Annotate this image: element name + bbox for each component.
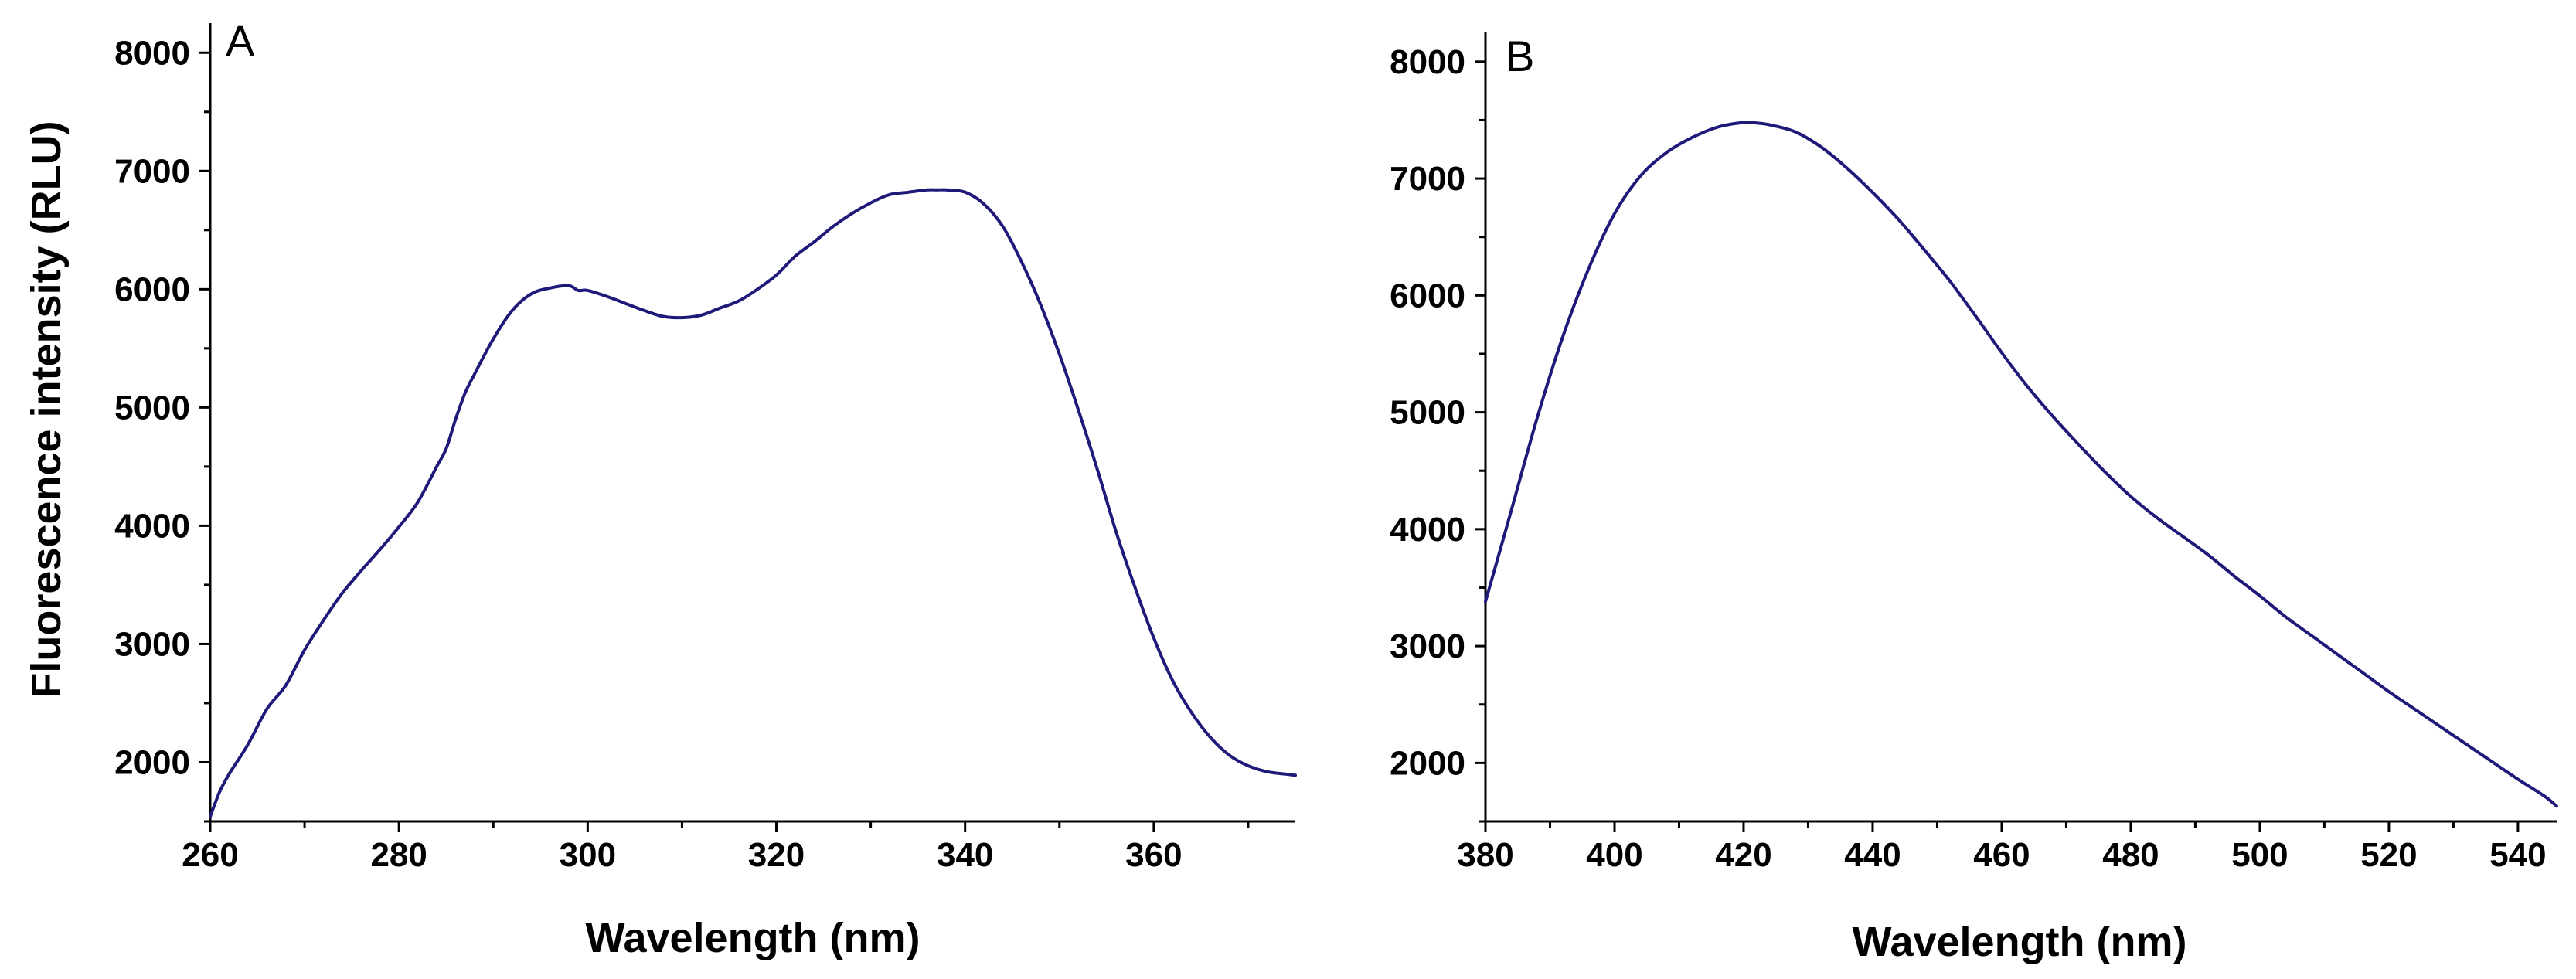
panel-a-x-tick-label: 360 [1125,836,1182,874]
panel-a-y-tick-label: 7000 [114,152,190,190]
panel-a-x-tick-label: 300 [560,836,616,874]
panel-a-y-tick-label: 6000 [114,270,190,308]
panel-a-series-line [209,188,1297,818]
panel-a-x-axis-title: Wavelength (nm) [585,915,920,961]
panel-b-y-tick-label: 8000 [1390,43,1465,81]
panel-a-x-tick-label: 320 [748,836,805,874]
panel-a-y-tick-label: 8000 [114,34,190,72]
panel-a-ticks: 260 280 300 320 340 360 2000 3000 4000 5000 6000 70… [114,34,1250,874]
panel-a-x-tick-label: 340 [937,836,993,874]
panel-a-x-tick-label: 280 [370,836,427,874]
panel-a-y-tick-label: 2000 [114,743,190,781]
panel-a-y-tick-label: 3000 [114,625,190,663]
panel-a-y-tick-label: 5000 [114,389,190,427]
panel-b-y-tick-label: 5000 [1390,394,1465,432]
panel-b-x-tick-label: 540 [2489,836,2546,874]
panel-b-x-tick-label: 400 [1586,836,1642,874]
panel-b-y-tick-label: 2000 [1390,744,1465,782]
panel-b-x-tick-label: 500 [2231,836,2288,874]
panel-b-x-tick-label: 420 [1715,836,1771,874]
panel-a-x-tick-label: 260 [182,836,238,874]
panel-b-x-tick-label: 460 [1973,836,2030,874]
panel-b-x-tick-label: 480 [2102,836,2159,874]
panel-b-series-line [1484,121,2558,808]
panel-b-y-tick-label: 4000 [1390,511,1465,549]
panel-b-y-tick-label: 7000 [1390,160,1465,198]
panel-b-x-axis-title: Wavelength (nm) [1852,919,2186,965]
panel-b: B 380 400 420 440 460 480 500 520 540 2000 3000 400… [1390,32,2558,965]
panel-b-x-tick-label: 520 [2360,836,2417,874]
panel-b-y-tick-label: 3000 [1390,627,1465,665]
panel-a: A 260 280 300 320 340 360 2000 3000 4000 5000 6000… [114,16,1297,961]
panel-b-y-tick-label: 6000 [1390,277,1465,314]
panel-a-y-tick-label: 4000 [114,507,190,545]
y-axis-title: Fluorescence intensity (RLU) [23,121,70,698]
panel-b-label: B [1506,32,1534,80]
panel-b-x-tick-label: 380 [1457,836,1513,874]
panel-b-x-tick-label: 440 [1844,836,1901,874]
panel-a-label: A [226,16,255,65]
panel-b-ticks: 380 400 420 440 460 480 500 520 540 2000 3000 4000 5… [1390,43,2547,874]
